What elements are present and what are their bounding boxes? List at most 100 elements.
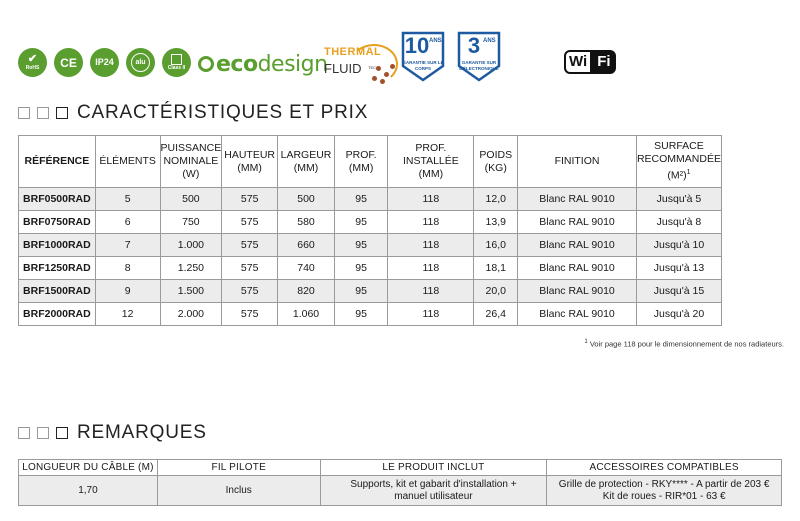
- cell-weight: 13,9: [473, 210, 519, 234]
- cell-height: 575: [221, 233, 279, 257]
- cell-height: 575: [221, 187, 279, 211]
- col-header-cable: LONGUEUR DU CÂBLE (M): [18, 459, 158, 476]
- cell-inst: 118: [387, 279, 475, 303]
- cell-depth: 95: [333, 302, 389, 326]
- warranty-3-icon: 3 ANS GARANTIE SUR L'ÉLECTRONIQUE: [456, 30, 502, 84]
- cell-weight: 20,0: [473, 279, 519, 303]
- col-header-finish: FINITION: [517, 135, 637, 188]
- cell-power: 1.250: [159, 256, 223, 280]
- cell-width: 1.060: [277, 302, 335, 326]
- col-header-depth: PROF. (MM): [333, 135, 389, 188]
- cell-cable: 1,70: [18, 475, 158, 506]
- table-row: BRF0750RAD 6 750 575 580 95 118 13,9 Blanc RAL 9…: [18, 210, 723, 234]
- thermal-fluid-logo: THERMAL FLUID TECH: [324, 44, 406, 86]
- square-icon: [37, 107, 49, 119]
- cell-elements: 8: [94, 256, 161, 280]
- col-header-ref: RÉFÉRENCE: [18, 135, 96, 188]
- cell-height: 575: [221, 210, 279, 234]
- col-header-power: PUISSANCE NOMINALE (W): [159, 135, 223, 188]
- cell-power: 1.000: [159, 233, 223, 257]
- cell-accessories: Grille de protection - RKY**** - A parti…: [546, 475, 782, 506]
- cell-weight: 26,4: [473, 302, 519, 326]
- table-row: BRF2000RAD 12 2.000 575 1.060 95 118 26,4 Blanc …: [18, 302, 723, 326]
- cell-width: 580: [277, 210, 335, 234]
- cell-elements: 12: [94, 302, 161, 326]
- col-header-accessories: ACCESSOIRES COMPATIBLES: [546, 459, 782, 476]
- cell-height: 575: [221, 256, 279, 280]
- cell-depth: 95: [333, 279, 389, 303]
- cell-weight: 12,0: [473, 187, 519, 211]
- cell-finish: Blanc RAL 9010: [517, 302, 637, 326]
- cell-width: 660: [277, 233, 335, 257]
- cell-area: Jusqu'à 10: [635, 233, 723, 257]
- class2-icon: Class II: [162, 48, 191, 77]
- table-header-row: RÉFÉRENCE ÉLÉMENTS PUISSANCE NOMINALE (W) …: [18, 135, 723, 188]
- cell-depth: 95: [333, 233, 389, 257]
- cell-height: 575: [221, 279, 279, 303]
- ip24-icon: IP24: [90, 48, 119, 77]
- square-icon: [18, 107, 30, 119]
- cell-inst: 118: [387, 233, 475, 257]
- square-icon: [18, 427, 30, 439]
- cell-width: 820: [277, 279, 335, 303]
- table-row: 1,70 Inclus Supports, kit et gabarit d'i…: [18, 475, 782, 506]
- col-header-weight: POIDS (KG): [473, 135, 519, 188]
- cell-area: Jusqu'à 15: [635, 279, 723, 303]
- cell-included: Supports, kit et gabarit d'installation …: [319, 475, 548, 506]
- leaf-icon: [198, 56, 214, 72]
- cell-depth: 95: [333, 256, 389, 280]
- warranty-10-icon: 10 ANS GARANTIE SUR LE CORPS: [400, 30, 446, 84]
- cell-finish: Blanc RAL 9010: [517, 279, 637, 303]
- remarks-table: LONGUEUR DU CÂBLE (M) FIL PILOTE LE PROD…: [18, 459, 782, 506]
- square-icon: [56, 107, 68, 119]
- col-header-pilot: FIL PILOTE: [156, 459, 321, 476]
- cell-depth: 95: [333, 210, 389, 234]
- cell-power: 2.000: [159, 302, 223, 326]
- cell-finish: Blanc RAL 9010: [517, 187, 637, 211]
- cell-pilot: Inclus: [156, 475, 321, 506]
- cell-power: 500: [159, 187, 223, 211]
- cell-finish: Blanc RAL 9010: [517, 256, 637, 280]
- cell-area: Jusqu'à 20: [635, 302, 723, 326]
- section-heading-specs: CARACTÉRISTIQUES ET PRIX: [18, 100, 368, 126]
- rohs-icon: ✔ RoHS: [18, 48, 47, 77]
- table-row: BRF1500RAD 9 1.500 575 820 95 118 20,0 Blanc RAL…: [18, 279, 723, 303]
- col-header-elements: ÉLÉMENTS: [94, 135, 161, 188]
- cell-elements: 5: [94, 187, 161, 211]
- cell-power: 1.500: [159, 279, 223, 303]
- cell-ref: BRF1500RAD: [18, 279, 96, 303]
- cell-weight: 16,0: [473, 233, 519, 257]
- certification-badges: ✔ RoHS CE IP24 alu Class II ecodesign THE…: [18, 31, 718, 90]
- wifi-logo: Wi Fi: [564, 50, 616, 74]
- cell-ref: BRF0750RAD: [18, 210, 96, 234]
- cell-area: Jusqu'à 5: [635, 187, 723, 211]
- cell-elements: 9: [94, 279, 161, 303]
- cell-inst: 118: [387, 187, 475, 211]
- square-icon: [37, 427, 49, 439]
- cell-height: 575: [221, 302, 279, 326]
- col-header-height: HAUTEUR (MM): [221, 135, 279, 188]
- cell-inst: 118: [387, 210, 475, 234]
- col-header-installed-depth: PROF. INSTALLÉE (MM): [387, 135, 475, 188]
- cell-power: 750: [159, 210, 223, 234]
- cell-weight: 18,1: [473, 256, 519, 280]
- col-header-area: SURFACE RECOMMANDÉE (M²)1: [635, 135, 723, 188]
- cell-depth: 95: [333, 187, 389, 211]
- section-heading-remarks: REMARQUES: [18, 420, 207, 446]
- col-header-width: LARGEUR (MM): [277, 135, 335, 188]
- table-row: BRF0500RAD 5 500 575 500 95 118 12,0 Blanc RAL 9…: [18, 187, 723, 211]
- cell-finish: Blanc RAL 9010: [517, 233, 637, 257]
- cell-width: 500: [277, 187, 335, 211]
- ecodesign-logo: ecodesign: [198, 50, 328, 78]
- cell-ref: BRF1000RAD: [18, 233, 96, 257]
- cell-inst: 118: [387, 256, 475, 280]
- footnote: 1 Voir page 118 pour le dimensionnement …: [584, 339, 784, 349]
- table-header-row: LONGUEUR DU CÂBLE (M) FIL PILOTE LE PROD…: [18, 459, 782, 476]
- cell-ref: BRF0500RAD: [18, 187, 96, 211]
- table-row: BRF1000RAD 7 1.000 575 660 95 118 16,0 Blanc RAL…: [18, 233, 723, 257]
- col-header-included: LE PRODUIT INCLUT: [319, 459, 548, 476]
- cell-area: Jusqu'à 8: [635, 210, 723, 234]
- cell-ref: BRF2000RAD: [18, 302, 96, 326]
- cell-width: 740: [277, 256, 335, 280]
- cell-ref: BRF1250RAD: [18, 256, 96, 280]
